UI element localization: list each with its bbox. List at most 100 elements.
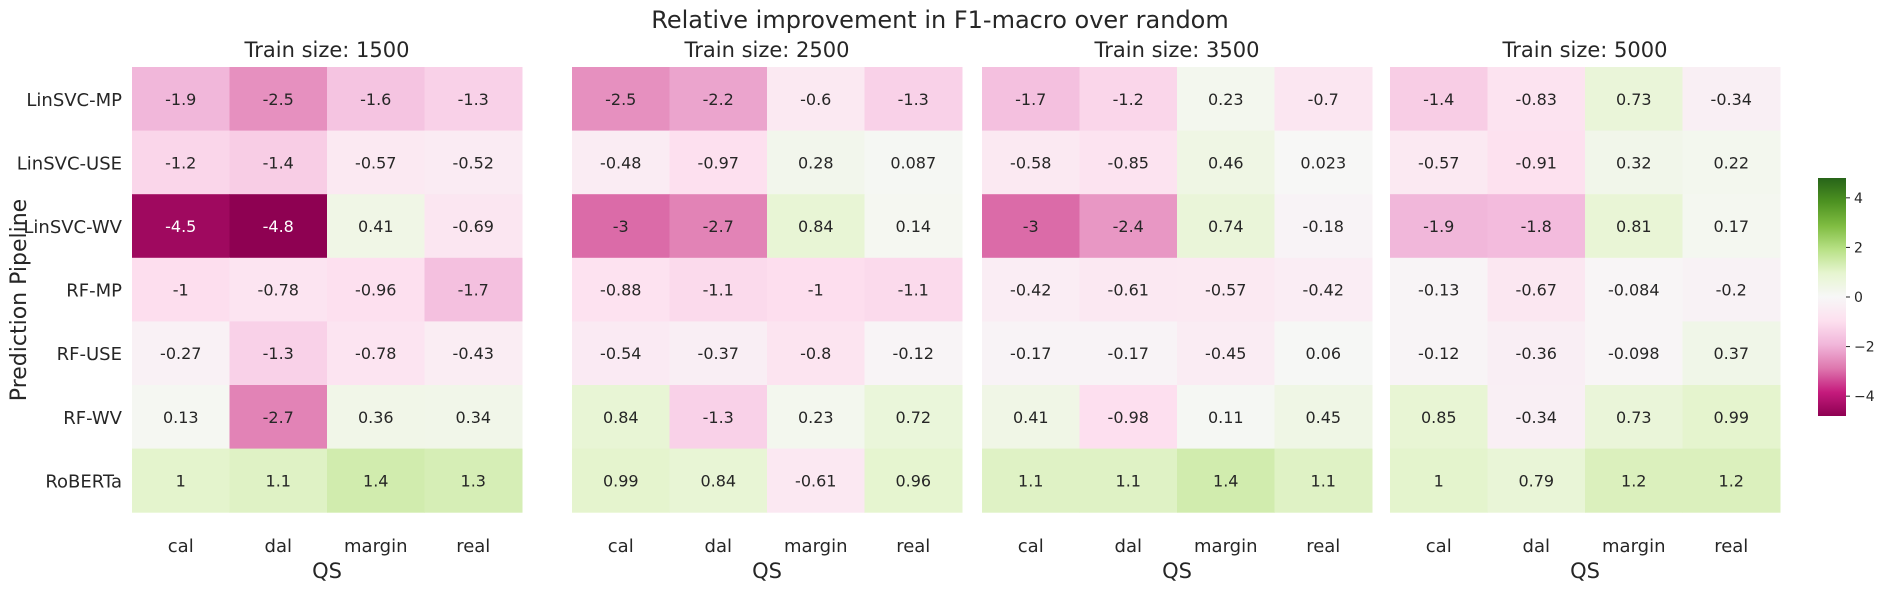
heatmap-cell <box>864 448 963 513</box>
cell-value-label: -0.084 <box>1608 281 1660 300</box>
cell-value-label: -0.17 <box>1010 344 1051 363</box>
heatmap-cell <box>1177 257 1275 322</box>
heatmap-cell <box>1487 385 1586 450</box>
y-tick-label: RF-MP <box>66 281 122 302</box>
cell-value-label: -1.3 <box>458 90 489 109</box>
heatmap-cell <box>327 130 425 195</box>
cell-value-label: 1.1 <box>1311 471 1336 490</box>
heatmap-cell <box>424 448 523 513</box>
heatmap-cell <box>1585 448 1683 513</box>
heatmap-cell <box>1177 67 1275 132</box>
cell-value-label: -1.2 <box>1113 90 1144 109</box>
cell-value-label: -0.83 <box>1516 90 1557 109</box>
heatmap-cell <box>982 194 1080 259</box>
cell-value-label: -0.34 <box>1516 408 1557 427</box>
heatmap-cell <box>1390 130 1488 195</box>
heatmap-cell <box>864 194 963 259</box>
heatmap-panel: Train size: 5000 -1.4 -0.83 0.73 -0.34 -0.57 -… <box>1390 38 1781 583</box>
cell-value-label: -0.43 <box>453 344 494 363</box>
cell-value-label: -0.8 <box>800 344 831 363</box>
cell-value-label: 0.06 <box>1305 344 1341 363</box>
cell-value-label: 0.81 <box>1616 217 1652 236</box>
heatmap-cell <box>327 194 425 259</box>
heatmap-cell <box>229 448 328 513</box>
cell-value-label: -0.42 <box>1010 281 1051 300</box>
heatmap-cell <box>1079 448 1178 513</box>
heatmap-cell <box>424 130 523 195</box>
heatmap-cell <box>1274 257 1373 322</box>
heatmap-cell <box>1682 385 1781 450</box>
cell-value-label: -0.12 <box>893 344 934 363</box>
heatmap-cell <box>229 194 328 259</box>
cell-value-label: 1 <box>176 471 186 490</box>
heatmap-cell <box>1177 194 1275 259</box>
cell-value-label: -0.57 <box>355 153 396 172</box>
cell-value-label: -1 <box>173 281 189 300</box>
heatmap-cell <box>572 448 670 513</box>
heatmap-cell <box>1487 67 1586 132</box>
x-tick-label: real <box>1714 536 1748 557</box>
heatmap-cell <box>132 67 230 132</box>
heatmap-cell <box>1274 321 1373 386</box>
cell-value-label: 0.73 <box>1616 90 1652 109</box>
x-tick-label: dal <box>1115 536 1142 557</box>
cell-value-label: 0.72 <box>895 408 931 427</box>
cell-value-label: -0.61 <box>795 471 836 490</box>
x-tick-label: margin <box>784 536 847 557</box>
x-tick-label: margin <box>1194 536 1257 557</box>
cell-value-label: -1.3 <box>263 344 294 363</box>
cell-value-label: 1.3 <box>461 471 486 490</box>
cell-value-label: -0.57 <box>1418 153 1459 172</box>
heatmap-cell <box>669 257 768 322</box>
heatmap-cell <box>1682 130 1781 195</box>
cell-value-label: -1.3 <box>703 408 734 427</box>
heatmap-cell <box>132 194 230 259</box>
heatmap-cell <box>767 194 865 259</box>
heatmap-cell <box>132 448 230 513</box>
heatmap-cell <box>1079 130 1178 195</box>
cell-value-label: 0.73 <box>1616 408 1652 427</box>
cell-value-label: -2.7 <box>703 217 734 236</box>
cell-value-label: -0.13 <box>1418 281 1459 300</box>
cell-value-label: -0.34 <box>1711 90 1752 109</box>
cell-value-label: -0.57 <box>1205 281 1246 300</box>
heatmap-cell <box>767 385 865 450</box>
x-tick-label: cal <box>1426 536 1452 557</box>
colorbar-tick-label: 2 <box>1854 240 1863 256</box>
heatmap-cell <box>327 448 425 513</box>
x-tick-label: real <box>1306 536 1340 557</box>
heatmap-cell <box>864 321 963 386</box>
cell-value-label: -1.1 <box>898 281 929 300</box>
cell-value-label: -1.1 <box>703 281 734 300</box>
colorbar-tick-label: −4 <box>1854 389 1875 405</box>
cell-value-label: -0.88 <box>600 281 641 300</box>
heatmap-cell <box>982 448 1080 513</box>
cell-value-label: -2.4 <box>1113 217 1144 236</box>
cell-value-label: -0.27 <box>160 344 201 363</box>
heatmap-cell <box>1390 448 1488 513</box>
heatmap-cell <box>864 385 963 450</box>
cell-value-label: -2.7 <box>263 408 294 427</box>
cell-value-label: -0.78 <box>355 344 396 363</box>
x-tick-label: dal <box>705 536 732 557</box>
cell-value-label: 0.79 <box>1518 471 1554 490</box>
cell-value-label: -0.7 <box>1308 90 1339 109</box>
heatmap-cell <box>1585 257 1683 322</box>
heatmap-cell <box>424 67 523 132</box>
heatmap-cell <box>1682 448 1781 513</box>
heatmap-cell <box>1390 385 1488 450</box>
y-tick-label: RoBERTa <box>45 471 122 492</box>
heatmap-cell <box>1487 130 1586 195</box>
heatmap-cell <box>669 448 768 513</box>
cell-value-label: 0.23 <box>798 408 834 427</box>
heatmap-cell <box>132 130 230 195</box>
heatmap-cell <box>982 385 1080 450</box>
heatmap-cell <box>864 130 963 195</box>
cell-value-label: 0.087 <box>890 153 936 172</box>
cell-value-label: 0.99 <box>1713 408 1749 427</box>
heatmap-cell <box>424 321 523 386</box>
heatmap-cell <box>1177 448 1275 513</box>
heatmap-panels: Train size: 1500 -1.9 -2.5 -1.6 -1.3 -1.2 -1.4… <box>17 38 1781 583</box>
x-tick-label: dal <box>265 536 292 557</box>
cell-value-label: 0.14 <box>895 217 931 236</box>
